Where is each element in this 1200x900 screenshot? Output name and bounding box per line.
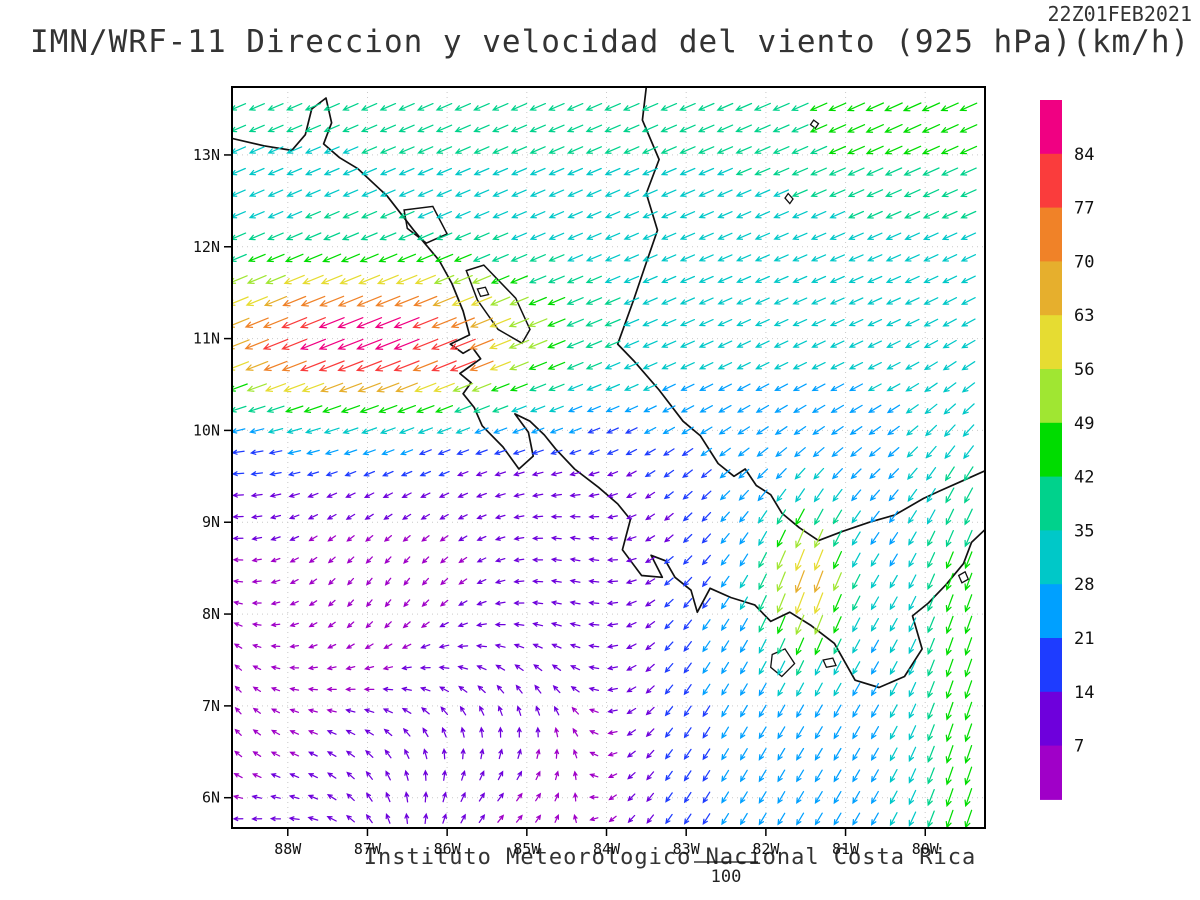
lon-tick-label: 81W (832, 840, 860, 858)
colorbar-label: 77 (1074, 199, 1094, 219)
colorbar-block (1040, 638, 1062, 693)
colorbar-label: 14 (1074, 683, 1094, 703)
colorbar-block (1040, 315, 1062, 370)
colorbar-block (1040, 691, 1062, 747)
lat-tick-label: 11N (193, 330, 220, 348)
lat-tick-label: 6N (202, 789, 220, 807)
wind-arrow-set (244, 295, 494, 372)
lat-tick-label: 10N (193, 421, 220, 439)
lon-tick-label: 86W (434, 840, 462, 858)
chart-title: IMN/WRF-11 Direccion y velocidad del vie… (30, 24, 1191, 60)
island-providencia (809, 119, 820, 130)
colorbar-label: 21 (1074, 629, 1094, 649)
wind-arrow-set (232, 146, 977, 827)
lat-tick-label: 7N (202, 697, 220, 715)
lat-tick-label: 9N (202, 513, 220, 531)
wind-arrow-set (232, 534, 618, 824)
lat-tick-label: 8N (202, 605, 220, 623)
colorbar-block (1040, 476, 1062, 531)
lon-tick-label: 87W (354, 840, 382, 858)
map-inner (232, 87, 985, 828)
wind-arrow-set (232, 383, 901, 826)
wind-arrow-set (232, 470, 674, 825)
graticule (232, 87, 985, 828)
colorbar-label: 84 (1074, 145, 1094, 165)
institute-footer: Instituto Meteorologico Nacional Costa R… (363, 845, 977, 870)
island-ometepe (476, 286, 490, 298)
island-coiba (770, 648, 796, 678)
wind-arrow-set (299, 317, 420, 351)
colorbar-label: 28 (1074, 575, 1094, 595)
colorbar-label: 70 (1074, 252, 1094, 272)
island-pearl (957, 570, 970, 584)
lon-tick-label: 83W (673, 840, 701, 858)
map-frame (231, 86, 986, 829)
wind-arrows (232, 102, 978, 828)
colorbar-label: 35 (1074, 521, 1094, 541)
lon-tick-label: 82W (752, 840, 780, 858)
reference-vector-label: 100 (711, 867, 742, 887)
colorbar-block (1040, 369, 1062, 424)
valid-time-label: 22Z01FEB2021 (1047, 2, 1193, 26)
colorbar-label: 42 (1074, 468, 1094, 488)
colorbar-block (1040, 153, 1062, 209)
coastline-pacific (232, 97, 985, 689)
colorbar-block (1040, 745, 1062, 800)
lon-tick-label: 88W (274, 840, 302, 858)
colorbar-block (1040, 100, 1062, 155)
wind-arrow-set (232, 295, 824, 594)
colorbar-label: 63 (1074, 306, 1094, 326)
colorbar-label: 56 (1074, 360, 1094, 380)
lon-tick-label: 85W (513, 840, 541, 858)
colorbar-block (1040, 530, 1062, 585)
lat-tick-label: 12N (193, 238, 220, 256)
wind-arrow-set (232, 274, 824, 615)
wind-arrow-set (232, 274, 842, 636)
coastline-caribbean (616, 87, 985, 542)
wind-arrow-set (232, 102, 978, 828)
lon-tick-label: 84W (593, 840, 621, 858)
colorbar-block (1040, 584, 1062, 639)
colorbar-label: 49 (1074, 414, 1094, 434)
island-san-andres (784, 192, 794, 205)
colorbar-block (1040, 207, 1062, 262)
island-cebaco (822, 657, 837, 669)
lake-nicaragua (465, 264, 531, 345)
wind-arrow-set (262, 317, 476, 372)
wind-arrow-set (232, 102, 977, 828)
lon-tick-label: 80W (912, 840, 940, 858)
colorbar-label: 7 (1074, 737, 1084, 757)
lat-tick-label: 13N (193, 146, 220, 164)
colorbar-block (1040, 422, 1062, 478)
wind-arrow-set (232, 427, 712, 826)
lake-managua (403, 205, 449, 244)
colorbar-block (1040, 261, 1062, 316)
